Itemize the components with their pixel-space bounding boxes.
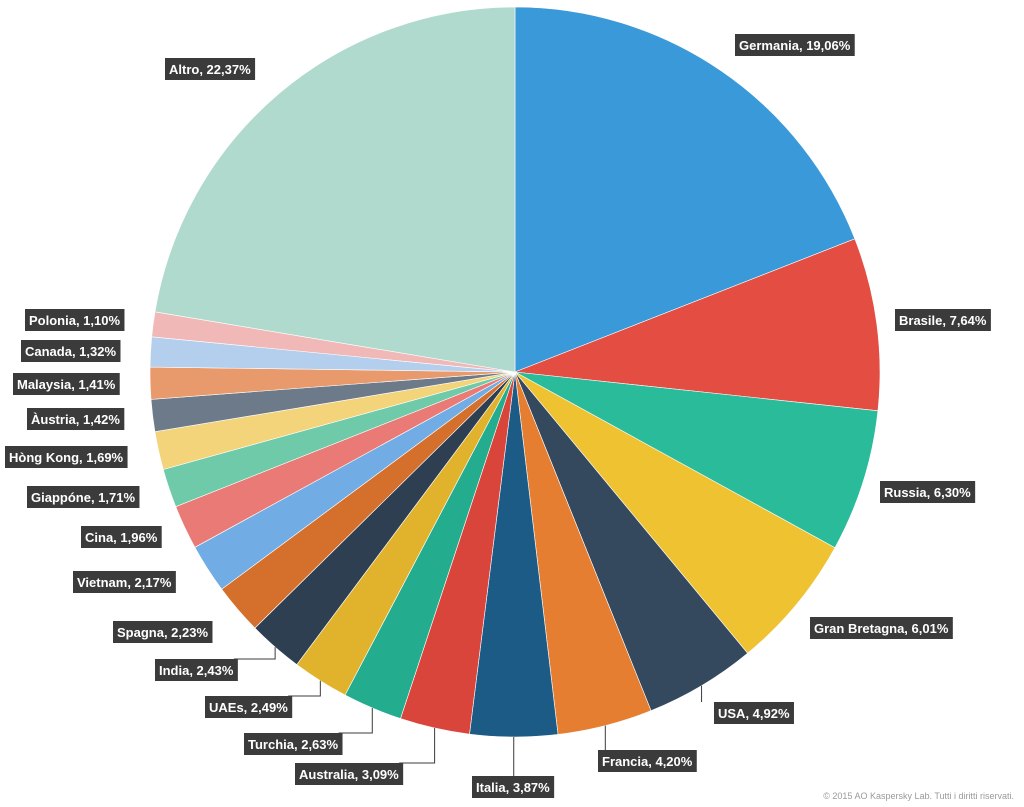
- slice-label-background: [598, 750, 697, 772]
- leader-line-turchia: [338, 707, 373, 734]
- slice-labels: Germania, 19,06% Brasile, 7,64% Russia, 6,…: [5, 34, 991, 798]
- slice-label-turchia: Turchia, 2,63%: [248, 737, 339, 752]
- slice-label-background: [27, 408, 125, 430]
- slice-label-background: [880, 481, 976, 503]
- slice-label-polonia: Polonia, 1,10%: [29, 313, 120, 328]
- slice-label-giappone: Giappóne, 1,71%: [31, 490, 135, 505]
- slice-label-background: [895, 309, 991, 331]
- slice-label-background: [25, 309, 125, 331]
- slice-label-background: [714, 702, 794, 724]
- slice-label-background: [81, 526, 162, 548]
- leader-line-india: [233, 647, 276, 660]
- pie-slices: [149, 6, 881, 738]
- slice-label-hong-kong: Hòng Kong, 1,69%: [9, 450, 124, 465]
- slice-label-india: India, 2,43%: [159, 663, 234, 678]
- slice-label-background: [113, 621, 213, 643]
- slice-gran-bretagna: [514, 371, 836, 654]
- slice-label-background: [205, 696, 293, 718]
- slice-label-background: [13, 373, 120, 395]
- slice-label-background: [5, 446, 128, 468]
- slice-label-francia: Francia, 4,20%: [602, 754, 693, 769]
- slice-label-canada: Canada, 1,32%: [25, 344, 116, 359]
- slice-label-russia: Russia, 6,30%: [884, 485, 971, 500]
- slice-label-background: [810, 617, 953, 639]
- slice-label-background: [472, 776, 555, 798]
- slice-label-malaysia: Malaysia, 1,41%: [17, 377, 116, 392]
- slice-label-gran-bretagna: Gran Bretagna, 6,01%: [814, 621, 949, 636]
- slice-label-brasile: Brasile, 7,64%: [899, 313, 987, 328]
- slice-russia: [514, 371, 879, 549]
- slice-label-altro: Altro, 22,37%: [169, 62, 251, 77]
- slice-label-background: [155, 659, 238, 681]
- slice-label-germania: Germania, 19,06%: [739, 38, 851, 53]
- slice-label-background: [244, 733, 343, 755]
- leader-line-australia: [399, 728, 436, 764]
- slice-label-vietnam: Vietnam, 2,17%: [77, 575, 172, 590]
- slice-label-background: [165, 58, 256, 80]
- copyright-notice: © 2015 AO Kaspersky Lab. Tutti i diritti…: [823, 791, 1014, 801]
- slice-label-italia: Italia, 3,87%: [476, 780, 550, 795]
- slice-label-background: [73, 571, 176, 593]
- slice-label-background: [27, 486, 140, 508]
- slice-label-uaes: UAEs, 2,49%: [209, 700, 288, 715]
- slice-germania: [514, 6, 856, 373]
- slice-label-spagna: Spagna, 2,23%: [117, 625, 208, 640]
- slice-label-australia: Australia, 3,09%: [299, 767, 399, 782]
- leader-line-uaes: [288, 680, 321, 697]
- slice-label-cina: Cina, 1,96%: [85, 530, 158, 545]
- slice-label-background: [735, 34, 855, 56]
- slice-label-background: [21, 340, 121, 362]
- slice-altro: [154, 6, 516, 373]
- slice-label-austria: Àustria, 1,42%: [31, 412, 120, 427]
- leader-lines: [233, 647, 703, 776]
- slice-brasile: [514, 238, 881, 412]
- slice-label-usa: USA, 4,92%: [718, 706, 790, 721]
- slice-label-background: [295, 763, 404, 785]
